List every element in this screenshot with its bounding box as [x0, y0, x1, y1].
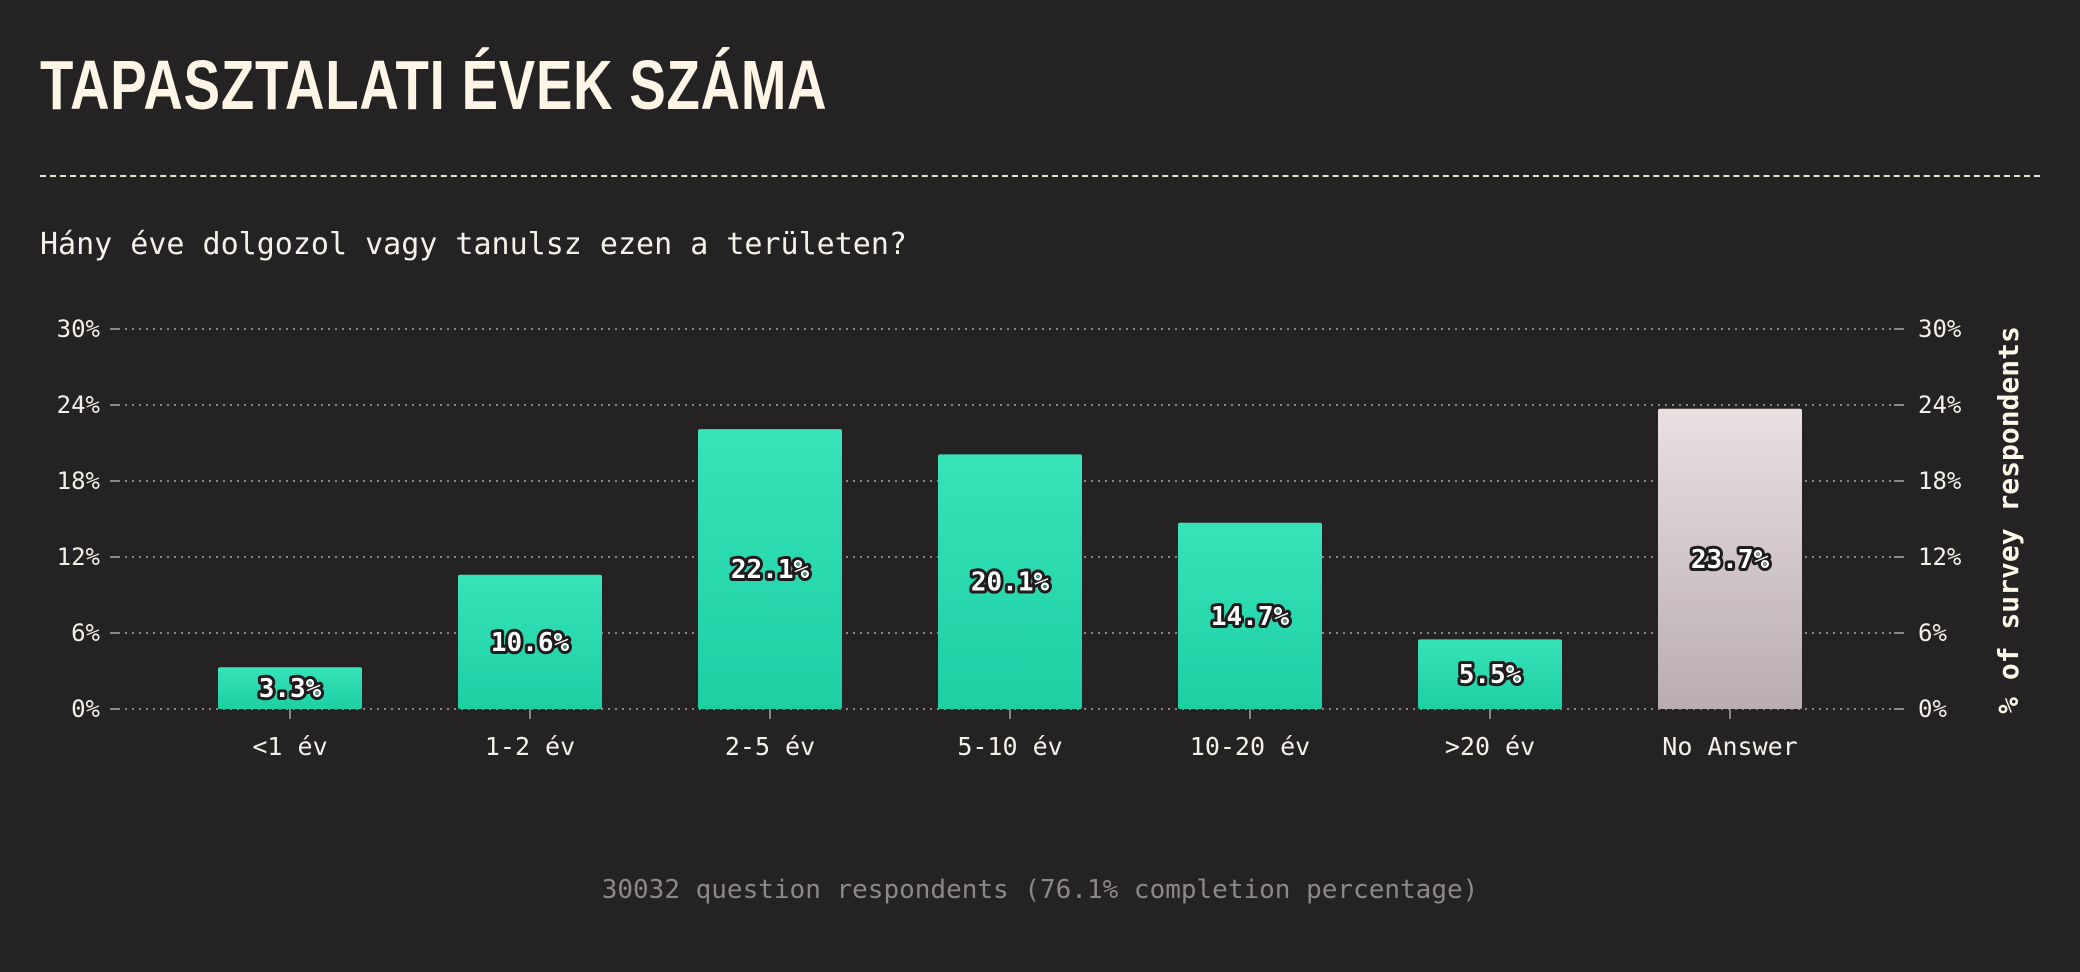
y-tick-label-left: 24% — [57, 391, 101, 419]
bar — [1418, 639, 1562, 709]
survey-question: Hány éve dolgozol vagy tanulsz ezen a te… — [40, 227, 907, 262]
bar-value-label: 10.6% — [491, 628, 570, 658]
bar-value-label: 23.7% — [1691, 545, 1770, 575]
axes: 0% 0% 6% 6% 12% 12% 18% 18% 24% 24% 30% 30% <1 év 1-2… — [57, 315, 1962, 761]
respondents-footer: 30032 question respondents (76.1% comple… — [601, 875, 1479, 905]
bar — [1178, 522, 1322, 709]
y-tick-label-right: 6% — [1918, 619, 1947, 647]
y-tick-label-right: 12% — [1918, 543, 1962, 571]
x-category-label: 5-10 év — [957, 732, 1062, 761]
bar-value-label: 20.1% — [971, 568, 1050, 598]
y-tick-label-right: 18% — [1918, 467, 1962, 495]
x-category-label: <1 év — [252, 732, 327, 761]
y-tick-label-right: 24% — [1918, 391, 1962, 419]
x-category-label: 10-20 év — [1190, 732, 1310, 761]
bar-value-label: 3.3% — [259, 674, 322, 704]
title-divider — [40, 175, 2040, 177]
y-tick-label-right: 30% — [1918, 315, 1962, 343]
x-category-label: 1-2 év — [485, 732, 575, 761]
bar — [218, 667, 362, 709]
bar-value-labels: 3.3% 10.6% 22.1% 20.1% 14.7% 5.5% 23.7% — [256, 542, 1773, 707]
x-category-label: 2-5 év — [725, 732, 815, 761]
bar — [938, 454, 1082, 709]
bar-value-label: 5.5% — [1459, 660, 1522, 690]
bar-value-label: 22.1% — [731, 555, 810, 585]
bar — [698, 429, 842, 709]
y-tick-label-right: 0% — [1918, 695, 1947, 723]
y-tick-label-left: 0% — [71, 695, 100, 723]
chart-title: TAPASZTALATI ÉVEK SZÁMA — [40, 46, 828, 124]
y-tick-label-left: 18% — [57, 467, 101, 495]
y-tick-label-left: 30% — [57, 315, 101, 343]
bar — [1658, 408, 1802, 709]
x-category-label: No Answer — [1662, 732, 1797, 761]
bars — [218, 408, 1802, 709]
bar — [458, 574, 602, 709]
y-tick-label-left: 12% — [57, 543, 101, 571]
y-tick-label-left: 6% — [71, 619, 100, 647]
x-category-label: >20 év — [1445, 732, 1535, 761]
y-axis-title: % of survey respondents — [1992, 326, 2025, 714]
bar-value-label: 14.7% — [1211, 602, 1290, 632]
